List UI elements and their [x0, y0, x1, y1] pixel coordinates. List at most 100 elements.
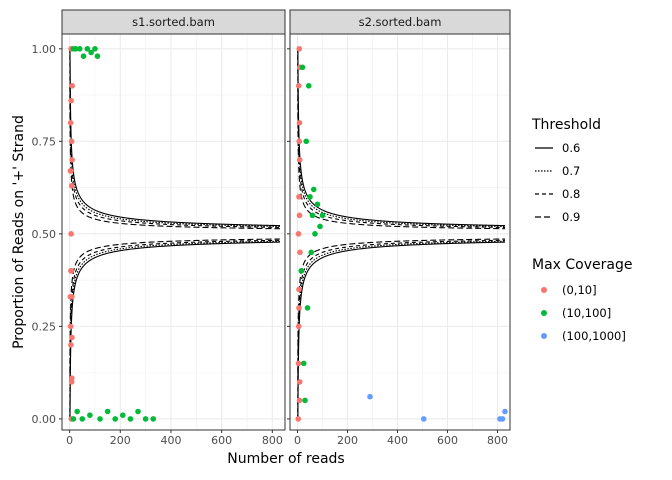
data-point — [295, 323, 302, 330]
data-point — [308, 249, 315, 256]
data-point — [295, 83, 302, 89]
threshold-curve-upper — [69, 48, 280, 228]
panel-strip-label: s1.sorted.bam — [132, 15, 215, 29]
legend-label-threshold: 0.6 — [562, 141, 580, 155]
legend-label-coverage: (0,10] — [562, 283, 597, 297]
legend-key-coverage — [541, 333, 547, 339]
panel-background — [290, 34, 510, 430]
data-point — [127, 416, 134, 422]
data-point — [296, 194, 302, 200]
x-tick-label: 200 — [337, 434, 358, 447]
threshold-curve-upper — [69, 48, 280, 227]
data-point — [296, 379, 303, 385]
legend-label-threshold: 0.7 — [562, 164, 580, 178]
panel-strip — [61, 9, 286, 35]
data-point — [104, 408, 111, 415]
data-point — [88, 49, 94, 56]
data-point — [74, 408, 81, 415]
y-tick-label: 0.50 — [32, 228, 57, 241]
data-point — [142, 416, 149, 422]
x-tick-label: 400 — [160, 434, 181, 447]
data-point — [312, 231, 318, 237]
data-point — [67, 293, 74, 300]
threshold-curve-upper — [69, 48, 280, 228]
x-axis-title: Number of reads — [227, 451, 344, 467]
legend-title-coverage: Max Coverage — [532, 257, 632, 273]
data-point — [297, 249, 303, 256]
data-point — [296, 305, 302, 311]
legend-label-coverage: (100,1000] — [562, 329, 626, 343]
x-tick-label: 800 — [487, 434, 508, 447]
legend-title-threshold: Threshold — [531, 117, 601, 133]
data-point — [67, 120, 74, 126]
data-point — [69, 334, 75, 341]
data-point — [367, 393, 373, 400]
data-point — [67, 168, 74, 174]
data-point — [70, 416, 77, 422]
data-point — [69, 157, 75, 163]
data-point — [76, 46, 83, 52]
data-point — [112, 416, 119, 422]
legend: Threshold 0.6 0.7 0.8 0.9 Max Coverage (0,10] (… — [531, 117, 632, 343]
data-point — [295, 416, 302, 422]
panel-1: s1.sorted.bam 0 200 400 600 800 0.00 0.25 0.50 0.… — [32, 9, 286, 447]
data-point — [317, 223, 323, 230]
x-tick-label: 0 — [294, 434, 301, 447]
data-point — [97, 416, 103, 422]
data-point — [135, 408, 141, 415]
data-point — [299, 64, 306, 71]
data-point — [94, 53, 101, 60]
y-axis-title: Proportion of Reads on '+' Strand — [11, 115, 27, 349]
data-point — [80, 53, 87, 60]
data-point — [310, 186, 317, 193]
data-point — [420, 416, 427, 422]
y-tick-label: 0.00 — [32, 413, 57, 426]
threshold-curve-upper — [297, 48, 506, 227]
y-tick-label: 0.75 — [32, 135, 57, 148]
data-point — [120, 412, 126, 418]
panel-2: s2.sorted.bam 0 200 400 600 800 — [287, 9, 511, 447]
data-point — [307, 194, 313, 200]
data-point — [502, 408, 508, 415]
x-tick-label: 400 — [387, 434, 408, 447]
threshold-curve-lower — [297, 241, 506, 420]
threshold-curve-lower — [69, 240, 280, 419]
data-point — [309, 212, 316, 219]
data-point — [296, 46, 303, 52]
data-point — [298, 268, 305, 274]
data-point — [296, 212, 303, 219]
data-point — [296, 138, 303, 145]
data-point — [304, 305, 311, 311]
data-point — [499, 416, 506, 422]
threshold-curve-upper — [69, 85, 280, 230]
y-tick-label: 0.25 — [32, 320, 57, 333]
x-tick-label: 0 — [66, 434, 73, 447]
panel-strip-label: s2.sorted.bam — [359, 15, 442, 29]
data-point — [79, 416, 86, 422]
data-point — [314, 201, 321, 208]
threshold-curve-upper — [297, 48, 506, 228]
data-point — [296, 157, 303, 163]
threshold-curve-lower — [69, 239, 280, 419]
threshold-curve-lower — [69, 238, 280, 382]
threshold-curve-lower — [297, 238, 506, 382]
legend-label-threshold: 0.8 — [562, 187, 580, 201]
data-point — [68, 182, 75, 189]
threshold-curve-upper — [297, 48, 506, 228]
data-point — [69, 375, 75, 381]
data-point — [302, 397, 308, 404]
data-point — [92, 46, 98, 52]
threshold-curve-lower — [297, 239, 506, 419]
threshold-curve-lower — [69, 241, 280, 420]
threshold-curve-upper — [297, 85, 506, 230]
data-point — [68, 97, 74, 104]
data-point — [295, 360, 302, 367]
legend-label-coverage: (10,100] — [562, 306, 611, 320]
data-point — [69, 83, 75, 89]
data-point — [300, 360, 307, 367]
x-tick-label: 600 — [437, 434, 458, 447]
panel-background — [62, 34, 285, 430]
x-tick-label: 600 — [211, 434, 232, 447]
data-point — [296, 120, 303, 126]
